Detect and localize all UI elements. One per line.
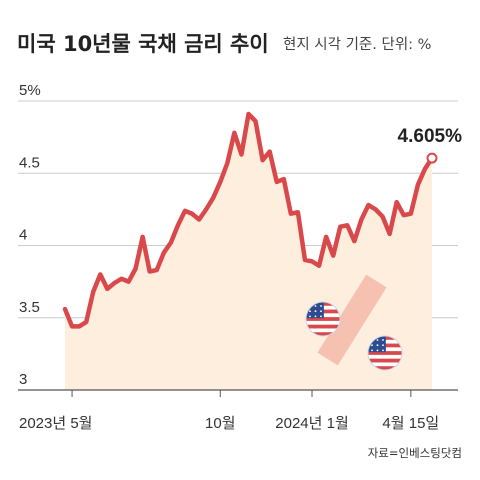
y-tick-label: 4 <box>19 227 27 244</box>
us-flag-percent-icon <box>305 274 403 371</box>
x-tick-label: 10월 <box>205 415 236 432</box>
x-tick-label: 2024년 1월 <box>275 415 348 432</box>
tick-labels: 5% 4.5 4 3.5 3 2023년 5월 10월 2024년 1월 4월 15일 4.605… <box>19 82 462 432</box>
us-flag-ball-icon <box>367 335 403 371</box>
flag-star <box>376 344 379 347</box>
flag-star <box>314 305 317 307</box>
flag-star <box>382 344 384 347</box>
flag-star <box>382 339 384 341</box>
flag-stripe <box>306 317 340 321</box>
flag-star <box>371 349 373 352</box>
source-note: 자료=인베스팅닷컴 <box>367 446 462 460</box>
flag-star <box>309 310 311 313</box>
flag-stripe <box>306 324 340 329</box>
chart-subtitle: 현지 시각 기준. 단위: % <box>283 37 432 53</box>
flag-stripe <box>368 351 402 355</box>
axes <box>18 389 458 397</box>
series-line <box>62 111 435 329</box>
y-tick-label: 3.5 <box>19 299 40 316</box>
flag-outline <box>305 301 341 337</box>
flag-star <box>376 349 379 352</box>
x-tick-label: 2023년 5월 <box>19 415 92 432</box>
chart-title: 미국 10년물 국채 금리 추이 <box>17 32 269 56</box>
percent-slash-icon <box>317 274 387 366</box>
end-point-marker <box>426 152 438 164</box>
flag-star <box>382 349 384 352</box>
flag-star <box>314 315 317 318</box>
flag-outline <box>367 335 403 371</box>
percent-slash-bar <box>317 274 387 366</box>
flag-star <box>309 315 311 318</box>
us-flag-ball-icon <box>305 301 341 337</box>
y-tick-label: 4.5 <box>19 154 40 171</box>
flag-stripe <box>368 358 402 363</box>
series-line-layer <box>62 111 438 329</box>
y-tick-label: 5% <box>19 82 41 99</box>
flag-stripe <box>306 332 340 336</box>
end-value-label: 4.605% <box>398 126 463 147</box>
x-tick-label: 4월 15일 <box>382 415 439 432</box>
flag-star <box>320 315 322 318</box>
flag-body <box>306 302 340 336</box>
flag-star <box>320 305 322 307</box>
flag-star <box>376 339 379 341</box>
flag-star <box>371 344 373 347</box>
flag-star <box>314 310 317 313</box>
flag-stripe <box>368 366 402 370</box>
y-tick-label: 3 <box>19 371 27 388</box>
flag-star <box>320 310 322 313</box>
flag-body <box>368 336 402 370</box>
